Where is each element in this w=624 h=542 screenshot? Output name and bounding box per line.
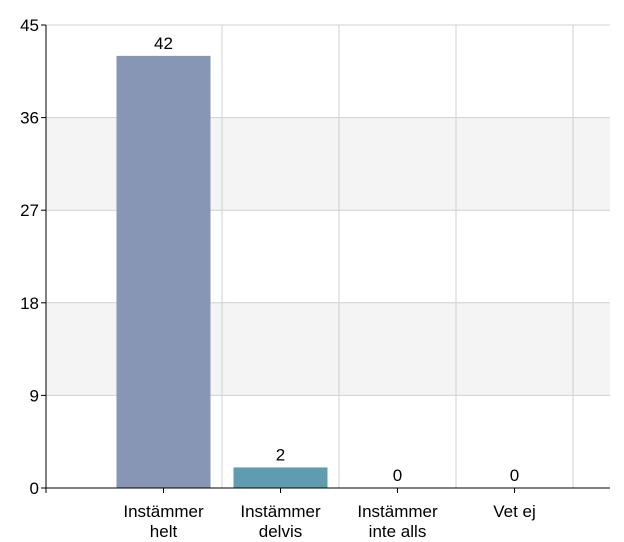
y-tick-label: 18 [20,294,39,313]
data-label: 0 [510,466,519,485]
x-tick-label-line: Vet ej [493,502,536,521]
x-tick-label-line: delvis [259,522,302,541]
bar [116,55,211,488]
x-tick-label-line: inte alls [369,522,427,541]
x-tick-label: Instämmer helt [123,502,204,541]
y-tick-label: 27 [20,201,39,220]
x-tick-label: Vet ej [493,502,536,521]
data-labels: 42 2 0 0 [154,34,519,485]
x-tick-label-line: Instämmer [240,502,321,521]
y-tick-label: 36 [20,109,39,128]
bar [233,467,328,488]
y-axis-ticks: 0 9 18 27 36 45 [20,16,46,498]
x-tick-label: Instämmer delvis [240,502,321,541]
y-tick-label: 45 [20,16,39,35]
bars [116,55,328,488]
data-label: 42 [154,34,173,53]
x-tick-label: Instämmer inte alls [357,502,438,541]
data-label: 0 [393,466,402,485]
x-tick-label-line: helt [150,522,178,541]
x-tick-label-line: Instämmer [357,502,438,521]
y-tick-label: 0 [30,479,39,498]
data-label: 2 [276,445,285,464]
x-tick-label-line: Instämmer [123,502,204,521]
axes [41,25,610,493]
vertical-gridlines [221,25,574,488]
y-tick-label: 9 [30,386,39,405]
